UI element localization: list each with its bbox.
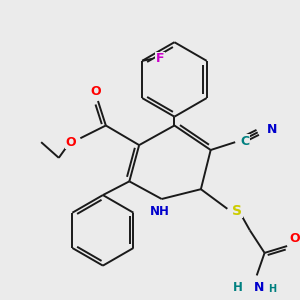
Text: N: N [254,281,264,294]
Text: O: O [289,232,300,245]
Text: O: O [91,85,101,98]
Text: H: H [233,281,243,294]
Text: N: N [266,123,277,136]
Text: C: C [240,135,249,148]
Text: O: O [65,136,76,149]
Text: H: H [268,284,277,294]
Text: NH: NH [150,205,170,218]
Text: S: S [232,204,242,218]
Text: F: F [156,52,164,65]
